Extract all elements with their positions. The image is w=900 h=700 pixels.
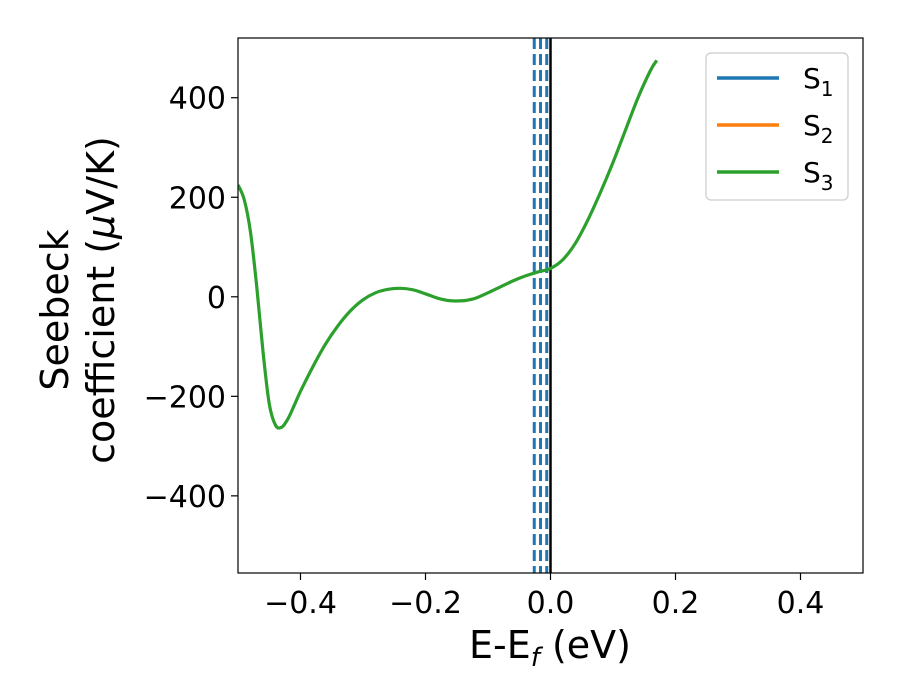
y-tick-label: −200 [144,380,226,415]
y-tick-label: 200 [169,181,226,216]
legend-label: S3 [803,156,834,195]
plot-marks [238,38,659,573]
x-axis: −0.4 −0.2 0.0 0.2 0.4 [264,573,824,621]
y-axis-label-line1: Seebeck [33,229,77,390]
x-axis-label: E-Ef (eV) [469,623,631,673]
x-tick-label: 0.4 [777,586,825,621]
legend-label: S1 [803,62,834,101]
y-axis-label-line2: coefficient (μV/K) [79,136,123,464]
x-tick-label: −0.2 [389,586,462,621]
x-tick-label: 0.0 [527,586,575,621]
y-axis: −400 −200 0 200 400 [144,82,238,515]
axes-frame [237,37,864,574]
y-tick-label: 400 [169,82,226,117]
y-axis-label: Seebeck coefficient (μV/K) [33,136,123,464]
series-line-s3 [238,59,659,430]
legend-label: S2 [803,109,834,148]
legend: S1 S2 S3 [705,52,849,201]
x-tick-label: −0.4 [264,586,337,621]
y-tick-label: 0 [207,281,226,316]
x-tick-label: 0.2 [652,586,700,621]
y-tick-label: −400 [144,480,226,515]
plot-area [238,38,659,573]
